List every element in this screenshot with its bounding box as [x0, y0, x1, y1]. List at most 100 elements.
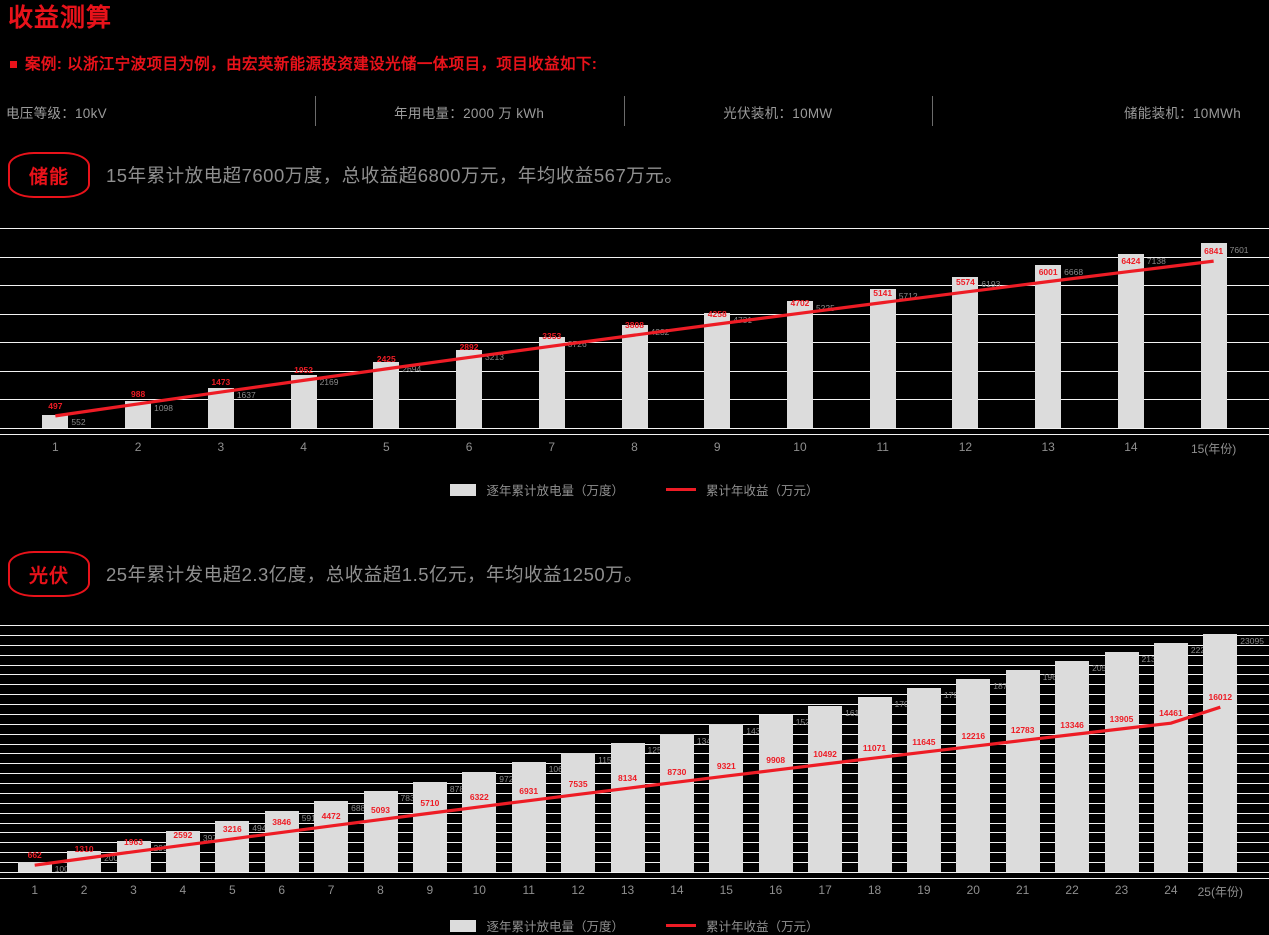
- bar-value-label: 5918: [301, 813, 321, 824]
- spec-label: 光伏装机：10MW: [723, 106, 833, 121]
- x-tick-label: 3: [217, 440, 225, 454]
- line-value-label: 6322: [469, 791, 489, 802]
- x-tick-label: 10: [472, 883, 486, 897]
- line-value-label: 5093: [371, 804, 390, 815]
- legend-line-swatch-icon: [666, 488, 696, 491]
- bar-value-label: 17916: [944, 690, 968, 700]
- x-tick-label: 15(年份): [1190, 442, 1237, 456]
- legend-line-swatch-icon: [666, 924, 696, 927]
- bar-value-label: 8785: [449, 783, 469, 794]
- grid-line: [0, 724, 1269, 725]
- bar: [1055, 660, 1090, 872]
- line-value-label: 1310: [74, 843, 94, 854]
- x-tick-label: 4: [300, 440, 307, 454]
- x-tick-label: 15: [719, 883, 733, 897]
- grid-line: [0, 684, 1269, 685]
- line-value-label: 16012: [1208, 692, 1233, 703]
- x-tick-label: 7: [548, 440, 556, 454]
- bar: [621, 324, 648, 428]
- grid-line: [0, 257, 1269, 258]
- bar-value-label: 6193: [981, 278, 1001, 289]
- legend-bar-swatch-icon: [450, 483, 477, 496]
- bar: [659, 733, 694, 872]
- bar: [373, 362, 400, 428]
- line-value-label: 3808: [625, 320, 644, 331]
- bar: [290, 375, 317, 428]
- x-tick-label: 9: [426, 883, 434, 897]
- bar-value-label: 7836: [400, 793, 420, 804]
- x-tick-label: 20: [966, 883, 980, 897]
- bar-value-label: 1637: [236, 390, 256, 401]
- grid-line: [0, 428, 1269, 429]
- x-axis-line: [0, 434, 1269, 435]
- bar: [42, 414, 69, 428]
- bar-value-label: 552: [71, 416, 86, 427]
- x-tick-label: 1: [52, 440, 59, 454]
- grid-line: [0, 314, 1269, 315]
- bar-value-label: 22247: [1191, 645, 1215, 655]
- x-tick-label: 11: [522, 883, 535, 897]
- case-text: 案例: 以浙江宁波项目为例，由宏英新能源投资建设光储一体项目，项目收益如下:: [25, 56, 598, 73]
- x-axis-line: [0, 878, 1269, 879]
- bar: [1005, 669, 1040, 872]
- legend-item-bar: 逐年累计放电量（万度）: [450, 916, 624, 935]
- x-tick-label: 3: [130, 883, 137, 897]
- line-value-label: 11071: [862, 743, 887, 754]
- bar-value-label: 3973: [202, 833, 222, 844]
- bar-value-label: 2694: [402, 364, 422, 375]
- storage-legend: 逐年累计放电量（万度） 累计年收益（万元）: [0, 480, 1269, 499]
- legend-line-label: 累计年收益（万元）: [706, 920, 819, 934]
- x-tick-label: 18: [867, 883, 882, 897]
- cumulative-revenue-line: [55, 259, 1214, 418]
- square-bullet-icon: [10, 60, 17, 68]
- bar-value-label: 6668: [1064, 267, 1084, 278]
- bar: [1035, 265, 1062, 428]
- line-value-label: 7535: [568, 779, 588, 790]
- bar-value-label: 23095: [1240, 636, 1264, 647]
- line-value-label: 9908: [766, 755, 786, 766]
- bar-value-label: 10663: [549, 764, 573, 774]
- pv-legend: 逐年累计放电量（万度） 累计年收益（万元）: [0, 916, 1269, 935]
- line-value-label: 4702: [790, 298, 810, 309]
- bar-value-label: 7138: [1146, 255, 1166, 266]
- grid-line: [0, 228, 1269, 229]
- grid-line: [0, 674, 1269, 675]
- line-value-label: 6001: [1038, 266, 1058, 277]
- bar-value-label: 2000: [104, 853, 124, 864]
- x-tick-label: 6: [278, 883, 286, 897]
- x-tick-label: 24: [1164, 883, 1178, 897]
- legend-bar-label: 逐年累计放电量（万度）: [486, 920, 624, 934]
- x-tick-label: 10: [793, 440, 807, 454]
- bar: [704, 312, 731, 428]
- x-tick-label: 9: [713, 440, 721, 454]
- bar-value-label: 16141: [845, 708, 869, 718]
- spec-item-storage-capacity: 储能装机：10MWh: [932, 96, 1269, 126]
- grid-line: [0, 635, 1269, 636]
- bar-value-label: 7601: [1229, 244, 1249, 255]
- x-tick-label: 21: [1016, 883, 1030, 897]
- bar: [462, 771, 497, 872]
- line-value-label: 1963: [124, 836, 143, 847]
- bar: [709, 724, 744, 872]
- line-value-label: 2592: [173, 830, 193, 841]
- bar: [808, 705, 843, 872]
- bar: [264, 811, 299, 872]
- line-value-label: 988: [131, 388, 146, 399]
- grid-line: [0, 645, 1269, 646]
- line-value-label: 6424: [1121, 256, 1141, 267]
- x-tick-label: 23: [1114, 883, 1129, 897]
- pv-chart: 1009 2000 2990 3973 4949 5918 6880 7836 8785 9727…: [0, 625, 1269, 935]
- line-value-label: 3216: [222, 823, 242, 834]
- line-value-label: 1473: [211, 377, 231, 388]
- x-tick-label: 7: [327, 883, 335, 897]
- bar: [758, 715, 793, 872]
- bar: [869, 288, 896, 428]
- line-value-label: 4258: [707, 309, 727, 320]
- bar-value-label: 13431: [697, 736, 721, 746]
- bar: [215, 821, 250, 872]
- line-value-label: 5574: [955, 277, 975, 288]
- badge-storage: 储能: [8, 152, 90, 198]
- spec-label: 年用电量：2000 万 kWh: [394, 106, 545, 121]
- grid-line: [0, 734, 1269, 735]
- bar-value-label: 21393: [1142, 654, 1166, 664]
